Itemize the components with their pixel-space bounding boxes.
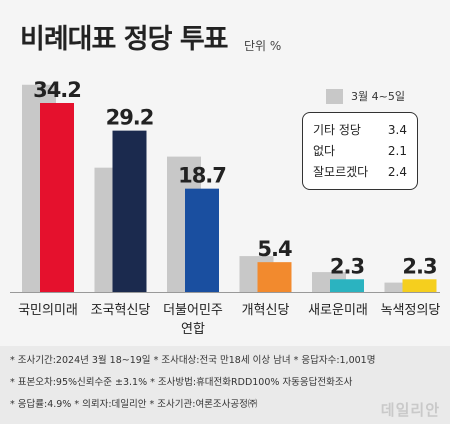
category-label-3: 개혁신당 (242, 303, 290, 318)
chart-title: 비례대표 정당 투표 (20, 24, 229, 55)
category-label-4: 새로운미래 (308, 303, 368, 318)
others-value: 2.4 (387, 165, 407, 179)
category-label-1: 조국혁신당 (91, 303, 151, 318)
value-label-2: 18.7 (178, 164, 226, 188)
others-value: 2.1 (387, 144, 407, 158)
bar-current-3 (257, 262, 292, 292)
bar-current-5 (402, 279, 437, 292)
legend-swatch (326, 88, 343, 104)
value-label-3: 5.4 (257, 237, 292, 261)
others-label: 잘모르겠다 (313, 165, 369, 179)
others-row: 기타 정당 3.4 (313, 120, 407, 141)
others-label: 없다 (313, 144, 336, 158)
legend-label: 3월 4~5일 (351, 90, 405, 103)
others-row: 잘모르겠다 2.4 (313, 162, 407, 183)
others-label: 기타 정당 (313, 123, 361, 137)
others-value: 3.4 (387, 123, 407, 137)
category-label-0: 국민의미래 (18, 303, 78, 318)
bar-previous-5 (384, 282, 419, 292)
value-label-0: 34.2 (33, 78, 81, 102)
footer-line-2: * 표본오차:95%신뢰수준 ±3.1% * 조사방법:휴대전화RDD100% … (10, 377, 353, 388)
bar-current-0 (40, 103, 74, 292)
value-label-4: 2.3 (330, 254, 364, 278)
others-row: 없다 2.1 (313, 141, 407, 162)
bar-current-4 (330, 279, 364, 292)
value-label-1: 29.2 (106, 106, 154, 130)
bar-current-1 (112, 130, 147, 292)
survey-footer: * 조사기간:2024년 3월 18~19일 * 조사대상:전국 만18세 이상… (0, 346, 450, 424)
watermark-logo: 데일리안 (380, 401, 440, 419)
footer-line-3: * 응답률:4.9% * 의뢰자:데일리안 * 조사기관:여론조사공정㈜ (10, 399, 258, 410)
others-box: 기타 정당 3.4 없다 2.1 잘모르겠다 2.4 (302, 112, 418, 190)
category-label-5: 녹색정의당 (381, 303, 441, 318)
bar-current-2 (185, 188, 219, 292)
value-label-5: 2.3 (402, 254, 436, 278)
footer-line-1: * 조사기간:2024년 3월 18~19일 * 조사대상:전국 만18세 이상… (10, 355, 376, 366)
category-label-2: 더불어민주 (163, 303, 223, 318)
category-label-2: 연합 (181, 322, 205, 337)
legend: 3월 4~5일 (326, 88, 405, 104)
unit-label: 단위 % (244, 39, 282, 53)
